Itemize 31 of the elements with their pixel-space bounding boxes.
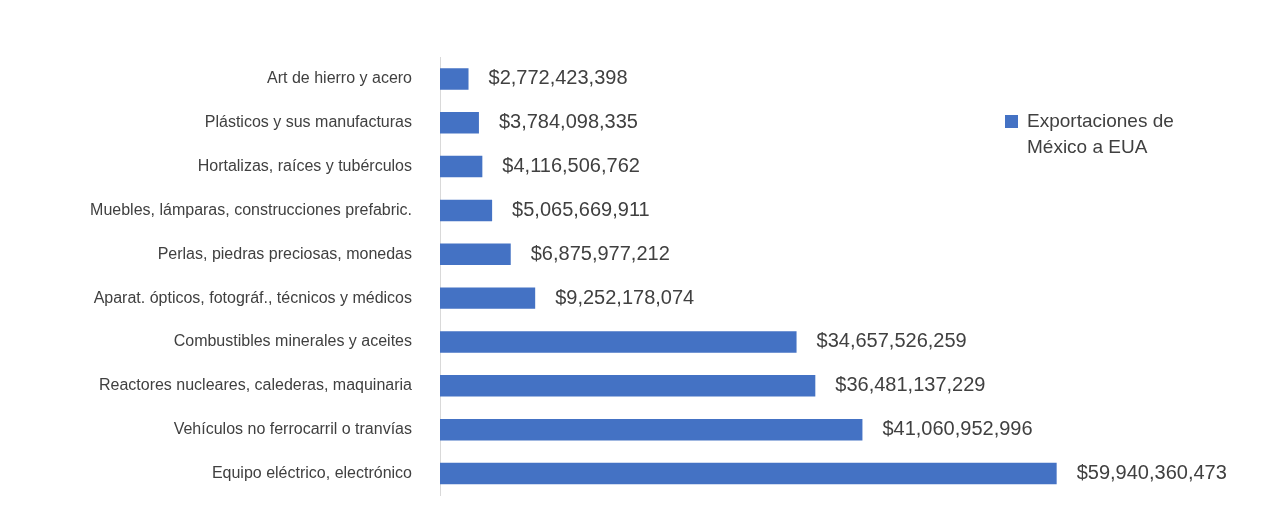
bar xyxy=(440,331,797,353)
y-tick-label: Art de hierro y acero xyxy=(267,69,413,87)
data-label: $4,116,506,762 xyxy=(502,154,640,177)
bar xyxy=(440,155,483,178)
bar xyxy=(440,243,511,266)
y-tick-label: Muebles, lámparas, construcciones prefabric. xyxy=(90,200,412,218)
bar xyxy=(440,462,1057,485)
bar xyxy=(440,287,536,309)
y-tick-label: Equipo eléctrico, electrónico xyxy=(211,463,413,481)
data-label: $6,875,977,212 xyxy=(530,241,670,264)
data-label: $34,657,526,259 xyxy=(816,329,967,352)
data-label: $5,065,669,911 xyxy=(512,197,650,220)
bar xyxy=(440,375,816,397)
data-label: $41,060,952,996 xyxy=(882,417,1033,440)
y-tick-label: Perlas, piedras preciosas, monedas xyxy=(157,244,412,262)
y-tick-label: Combustibles minerales y aceites xyxy=(173,332,412,350)
legend-label: Exportaciones de México a EUA xyxy=(1027,109,1175,159)
y-tick-label: Aparat. ópticos, fotográf., técnicos y médicos xyxy=(93,288,412,306)
bar xyxy=(440,112,479,134)
bar xyxy=(440,199,493,222)
y-tick-label: Hortalizas, raíces y tubérculos xyxy=(197,157,412,175)
data-label: $9,252,178,074 xyxy=(555,285,695,308)
y-tick-label: Reactores nucleares, calederas, maquinaria xyxy=(98,376,413,394)
y-tick-label: Vehículos no ferrocarril o tranvías xyxy=(173,420,412,438)
data-label: $36,481,137,229 xyxy=(835,373,986,396)
data-label: $59,940,360,473 xyxy=(1076,461,1227,483)
bar xyxy=(440,418,863,441)
y-tick-label: Plásticos y sus manufacturas xyxy=(204,113,412,131)
data-label: $3,784,098,335 xyxy=(498,110,638,133)
data-label: $2,772,423,398 xyxy=(488,66,628,89)
bar xyxy=(440,68,469,90)
